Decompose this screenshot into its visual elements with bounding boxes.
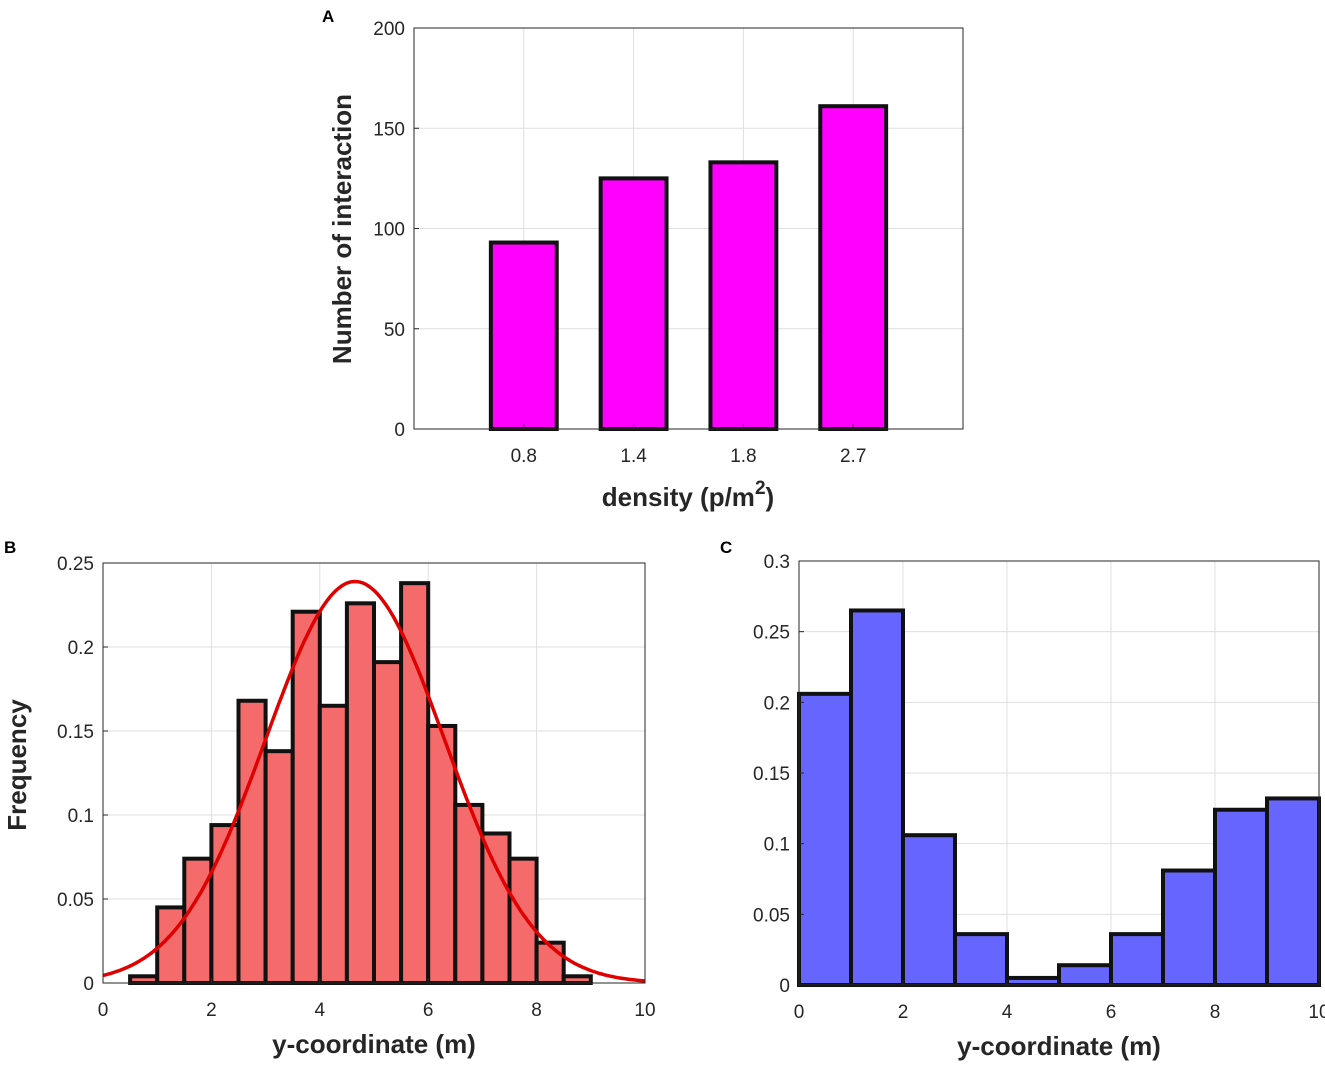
histogram-bar	[1265, 796, 1321, 987]
histogram-bar	[953, 932, 1009, 987]
panel-b-bars	[128, 581, 593, 986]
panel-a-x-axis-label: density (p/m2)	[602, 478, 774, 512]
y-tick-label: 150	[373, 119, 405, 140]
histogram-bar	[1005, 975, 1061, 988]
y-tick-label: 0.3	[764, 552, 790, 573]
histogram-bar	[901, 833, 957, 987]
y-tick-label: 0	[779, 976, 790, 997]
panel-a-x-ticks: 0.8 1.4 1.8 2.7	[511, 424, 866, 467]
x-tick-label: 2	[206, 1000, 217, 1021]
y-tick-label: 0.15	[57, 722, 94, 743]
y-tick-label: 100	[373, 220, 405, 241]
panel-a-y-axis-label: Number of interaction	[327, 94, 357, 364]
x-tick-label: 2.7	[840, 446, 866, 467]
x-tick-label: 10	[1308, 1002, 1325, 1023]
y-tick-label: 0.1	[68, 806, 94, 827]
x-tick-label: 1.8	[730, 446, 756, 467]
histogram-bar	[372, 660, 404, 985]
x-tick-label: 0.8	[511, 446, 537, 467]
histogram-bar	[426, 723, 458, 986]
x-tick-label: 8	[1210, 1002, 1221, 1023]
histogram-bar	[797, 691, 853, 987]
panel-b-y-ticks: 0 0.05 0.1 0.15 0.2 0.25	[57, 554, 108, 995]
y-tick-label: 0.2	[68, 638, 94, 659]
histogram-bar	[534, 940, 566, 985]
panel-label-a: A	[322, 7, 334, 26]
panel-c-x-axis-label: y-coordinate (m)	[957, 1031, 1161, 1061]
y-tick-label: 50	[384, 320, 405, 341]
x-tick-label: 6	[423, 1000, 434, 1021]
bar	[708, 160, 779, 432]
y-tick-label: 0	[83, 974, 94, 995]
panel-c-x-ticks: 0 2 4 6 8 10	[794, 980, 1325, 1023]
y-tick-label: 0.05	[57, 890, 94, 911]
histogram-bar	[209, 823, 241, 986]
panel-b-normal-fit-curve	[102, 579, 646, 983]
bar	[818, 104, 889, 431]
x-tick-label: 0	[98, 1000, 109, 1021]
x-label-end: )	[766, 482, 775, 512]
histogram-bar	[317, 703, 349, 985]
x-tick-label: 2	[898, 1002, 909, 1023]
panel-b-x-axis-label: y-coordinate (m)	[272, 1029, 476, 1059]
y-tick-label: 0	[394, 420, 405, 441]
histogram-bar	[507, 856, 539, 985]
x-tick-label: 4	[1002, 1002, 1013, 1023]
bar	[488, 240, 559, 431]
panel-b-y-axis-label: Frequency	[2, 699, 32, 831]
histogram-bar	[561, 974, 593, 986]
y-tick-label: 0.25	[753, 623, 790, 644]
panel-a-chart: A 0.8 1.4 1.8 2.7 0 50 100 150 200 density (p/m…	[322, 7, 964, 512]
y-tick-label: 0.1	[764, 835, 790, 856]
panel-label-b: B	[4, 538, 16, 557]
x-label-superscript: 2	[755, 478, 766, 499]
panel-b-axes-frame	[102, 562, 646, 984]
histogram-bar	[1213, 807, 1269, 987]
y-tick-label: 0.15	[753, 764, 790, 785]
panel-a-y-ticks: 0 50 100 150 200	[373, 19, 419, 441]
bar	[598, 176, 669, 431]
histogram-bar	[263, 749, 295, 985]
histogram-bar	[290, 609, 322, 985]
panel-c-chart: C 0 2 4 6 8 10 0 0.05 0.1 0.15 0.2 0.25 0.3 y-coord…	[720, 538, 1325, 1061]
histogram-bar	[1109, 932, 1165, 987]
x-tick-label: 10	[634, 1000, 655, 1021]
histogram-bar	[1057, 963, 1113, 987]
y-tick-label: 0.05	[753, 905, 790, 926]
x-tick-label: 4	[315, 1000, 326, 1021]
panel-b-chart: B 0 2 4 6 8 10 0 0.05 0.1 0.15 0.2 0.25 y-coordina…	[2, 538, 656, 1059]
histogram-bar	[236, 698, 268, 985]
histogram-bar	[344, 601, 376, 985]
histogram-bar	[453, 802, 485, 985]
panel-c-bars	[797, 608, 1321, 988]
panel-a-bars	[488, 104, 889, 432]
histogram-bar	[1161, 868, 1217, 988]
y-tick-label: 200	[373, 19, 405, 40]
x-tick-label: 8	[531, 1000, 542, 1021]
histogram-bar	[849, 608, 905, 987]
panel-c-y-ticks: 0 0.05 0.1 0.15 0.2 0.25 0.3	[753, 552, 804, 997]
histogram-bar	[480, 831, 512, 985]
panel-label-c: C	[720, 538, 732, 557]
x-tick-label: 0	[794, 1002, 805, 1023]
x-label-main: density (p/m	[602, 482, 755, 512]
x-tick-label: 1.4	[620, 446, 647, 467]
y-tick-label: 0.2	[764, 693, 790, 714]
x-tick-label: 6	[1106, 1002, 1117, 1023]
histogram-bar	[128, 974, 160, 986]
y-tick-label: 0.25	[57, 554, 94, 575]
panel-b-x-ticks: 0 2 4 6 8 10	[98, 978, 656, 1021]
